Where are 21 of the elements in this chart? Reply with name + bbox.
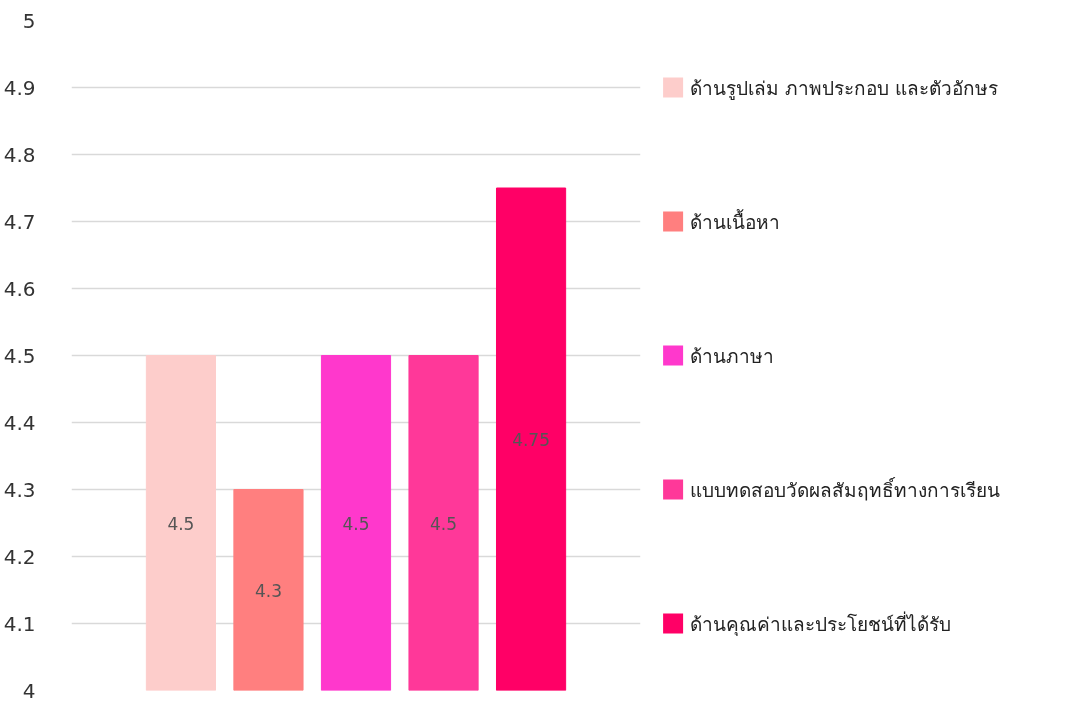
- legend-label: ด้านรูปเล่ม ภาพประกอบ และตัวอักษร: [689, 76, 998, 100]
- y-tick-label: 4.2: [3, 544, 36, 569]
- data-label: 4.75: [512, 429, 551, 450]
- data-label: 4.3: [254, 580, 282, 601]
- y-tick-label: 4.7: [3, 209, 36, 234]
- y-tick-label: 4: [22, 678, 36, 703]
- y-tick-label: 4.9: [3, 75, 36, 100]
- legend-label: ด้านภาษา: [689, 344, 774, 367]
- legend-label: ด้านคุณค่าและประโยชน์ที่ได้รับ: [689, 610, 951, 637]
- y-tick-label: 5: [22, 8, 36, 33]
- data-label: 4.5: [167, 513, 195, 534]
- y-tick-label: 4.5: [3, 343, 36, 368]
- y-tick-label: 4.3: [3, 477, 36, 502]
- legend-label: ด้านเนื้อหา: [689, 208, 780, 233]
- y-tick-label: 4.4: [3, 410, 36, 435]
- data-label: 4.5: [430, 513, 458, 534]
- y-tick-label: 4.1: [3, 611, 36, 636]
- legend-label: แบบทดสอบวัดผลสัมฤทธิ์ทางการเรียน: [689, 475, 1000, 501]
- y-tick-label: 4.6: [3, 276, 36, 301]
- data-label: 4.5: [342, 513, 370, 534]
- y-tick-label: 4.8: [3, 142, 36, 167]
